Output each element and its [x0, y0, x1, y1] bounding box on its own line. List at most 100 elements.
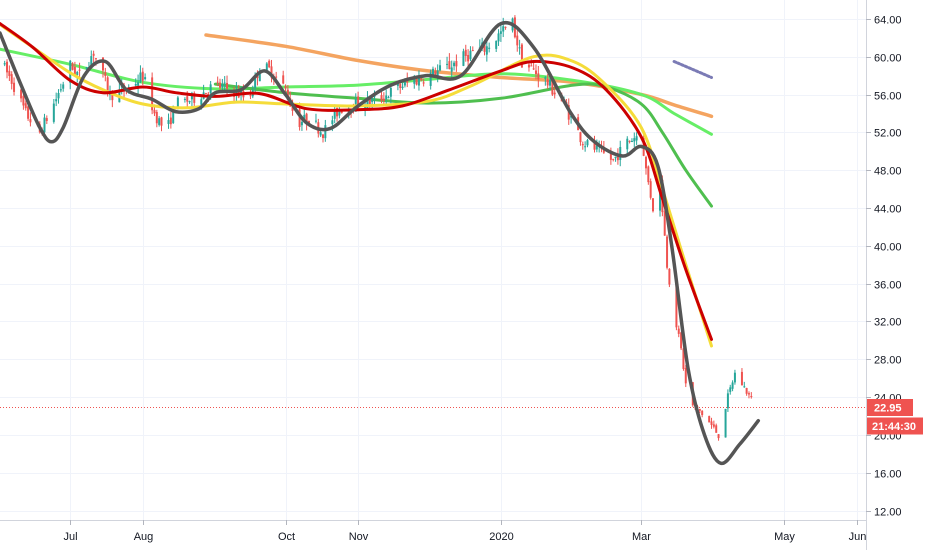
candle-up[interactable] — [436, 64, 439, 83]
candle-down[interactable] — [27, 105, 30, 121]
candle-down[interactable] — [464, 44, 467, 62]
candle-up[interactable] — [52, 98, 55, 124]
candle-down[interactable] — [747, 391, 750, 399]
candle-up[interactable] — [729, 384, 732, 395]
candle-down[interactable] — [740, 368, 743, 386]
moving-average-green-light[interactable] — [0, 47, 713, 136]
candle-down[interactable] — [682, 347, 685, 371]
candle-up[interactable] — [387, 95, 390, 99]
candle-down[interactable] — [628, 140, 631, 144]
candle-up[interactable] — [167, 113, 170, 129]
candle-down[interactable] — [321, 133, 324, 143]
candle-down[interactable] — [6, 59, 9, 79]
candle-up[interactable] — [502, 17, 505, 38]
candle-up[interactable] — [518, 39, 521, 55]
candle-down[interactable] — [684, 364, 687, 388]
candle-up[interactable] — [417, 70, 420, 91]
candle-up[interactable] — [446, 56, 449, 70]
candle-up[interactable] — [43, 113, 46, 134]
candle-down[interactable] — [647, 165, 650, 185]
candle-down[interactable] — [284, 84, 287, 93]
candle-down[interactable] — [10, 71, 13, 90]
candle-down[interactable] — [78, 62, 81, 78]
candle-down[interactable] — [471, 46, 474, 52]
candle-up[interactable] — [499, 23, 502, 42]
candle-down[interactable] — [666, 234, 669, 270]
candle-down[interactable] — [92, 50, 95, 64]
candle-down[interactable] — [71, 62, 74, 71]
candle-down[interactable] — [20, 88, 23, 103]
candle-up[interactable] — [429, 69, 432, 90]
candle-up[interactable] — [731, 380, 734, 392]
candle-down[interactable] — [532, 62, 535, 70]
candle-down[interactable] — [677, 325, 680, 338]
candle-down[interactable] — [612, 158, 615, 162]
moving-average-orange[interactable] — [204, 33, 714, 119]
candle-down[interactable] — [216, 76, 219, 87]
candle-up[interactable] — [223, 76, 226, 91]
candle-up[interactable] — [385, 89, 388, 106]
candle-down[interactable] — [45, 115, 48, 125]
candle-down[interactable] — [534, 64, 537, 80]
candle-up[interactable] — [726, 389, 729, 412]
candle-down[interactable] — [710, 417, 713, 429]
candle-up[interactable] — [62, 81, 65, 92]
candle-up[interactable] — [626, 136, 629, 155]
candle-down[interactable] — [652, 198, 655, 213]
candle-up[interactable] — [59, 83, 62, 93]
candle-down[interactable] — [160, 116, 163, 132]
candle-up[interactable] — [439, 59, 442, 72]
candle-down[interactable] — [698, 408, 701, 414]
candle-down[interactable] — [717, 434, 720, 441]
candle-up[interactable] — [724, 408, 727, 438]
candle-down[interactable] — [24, 100, 27, 111]
candle-down[interactable] — [579, 131, 582, 146]
candle-up[interactable] — [544, 76, 547, 86]
candle-down[interactable] — [712, 420, 715, 429]
candle-down[interactable] — [701, 410, 704, 418]
candle-up[interactable] — [137, 74, 140, 94]
candle-down[interactable] — [750, 392, 753, 399]
candle-up[interactable] — [485, 39, 488, 62]
candle-down[interactable] — [448, 53, 451, 70]
candle-down[interactable] — [104, 67, 107, 82]
candle-up[interactable] — [630, 138, 633, 143]
candle-down[interactable] — [504, 26, 507, 30]
candle-up[interactable] — [497, 29, 500, 46]
candle-up[interactable] — [3, 60, 6, 67]
candle-up[interactable] — [333, 104, 336, 124]
candle-down[interactable] — [282, 70, 285, 85]
candle-up[interactable] — [586, 138, 589, 148]
candle-down[interactable] — [29, 112, 32, 127]
candle-down[interactable] — [680, 331, 683, 351]
candle-down[interactable] — [663, 206, 666, 236]
candle-down[interactable] — [151, 72, 154, 115]
candle-down[interactable] — [745, 387, 748, 396]
candle-up[interactable] — [183, 97, 186, 103]
candle-down[interactable] — [516, 30, 519, 52]
candle-down[interactable] — [270, 59, 273, 83]
candle-up[interactable] — [584, 141, 587, 152]
candle-up[interactable] — [635, 132, 638, 145]
candle-down[interactable] — [8, 65, 11, 82]
candle-up[interactable] — [462, 48, 465, 67]
candle-down[interactable] — [455, 54, 458, 72]
candle-down[interactable] — [715, 423, 718, 433]
candle-down[interactable] — [649, 178, 652, 200]
candle-up[interactable] — [338, 105, 341, 119]
candle-up[interactable] — [144, 73, 147, 81]
candle-up[interactable] — [733, 369, 736, 385]
candle-up[interactable] — [139, 65, 142, 84]
candle-up[interactable] — [450, 60, 453, 79]
candle-down[interactable] — [268, 59, 271, 69]
candle-up[interactable] — [619, 140, 622, 167]
candle-down[interactable] — [668, 268, 671, 288]
candle-down[interactable] — [204, 92, 207, 94]
candle-up[interactable] — [549, 76, 552, 90]
candle-up[interactable] — [633, 132, 636, 148]
moving-average-green[interactable] — [213, 82, 713, 208]
candle-down[interactable] — [219, 78, 222, 92]
candle-up[interactable] — [314, 113, 317, 124]
candle-up[interactable] — [57, 89, 60, 104]
